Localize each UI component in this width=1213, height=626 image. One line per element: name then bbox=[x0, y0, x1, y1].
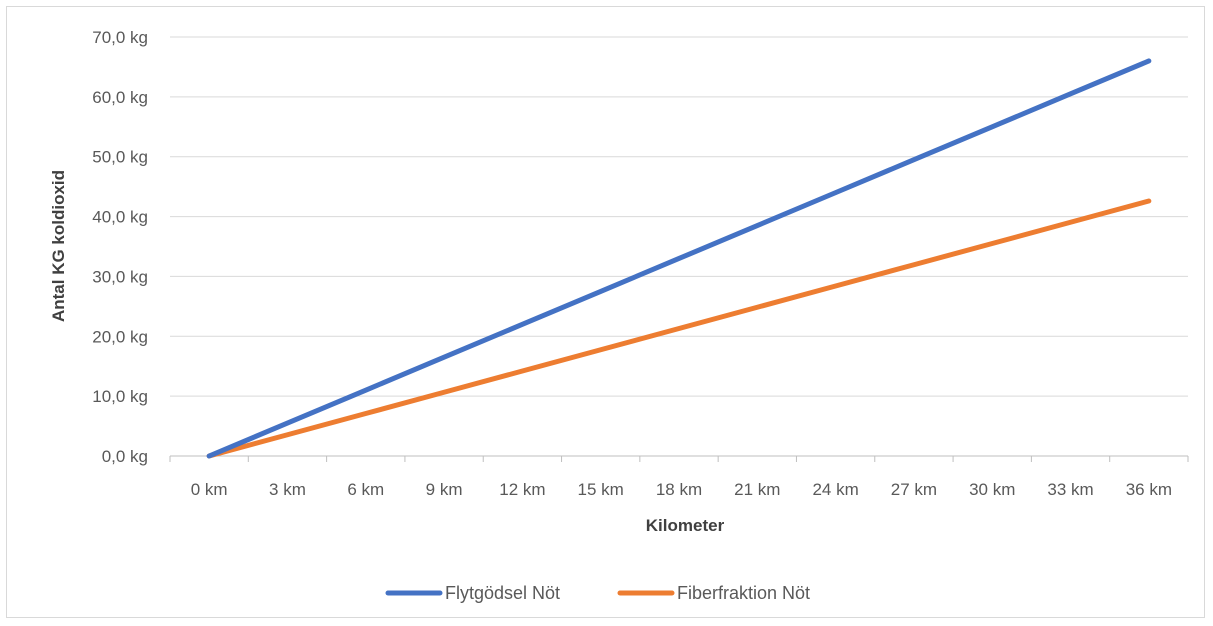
x-tick-label: 30 km bbox=[969, 480, 1015, 499]
y-tick-label: 60,0 kg bbox=[92, 88, 148, 107]
y-tick-label: 30,0 kg bbox=[92, 267, 148, 286]
legend-label: Fiberfraktion Nöt bbox=[677, 583, 810, 603]
y-axis-title: Antal KG koldioxid bbox=[49, 170, 68, 322]
y-tick-label: 10,0 kg bbox=[92, 387, 148, 406]
series-line bbox=[206, 58, 1152, 459]
x-axis-tick-labels: 0 km 3 km 6 km 9 km 12 km 15 km 18 km 21 km 24 k… bbox=[191, 480, 1172, 499]
x-tick-label: 18 km bbox=[656, 480, 702, 499]
x-tick-label: 15 km bbox=[578, 480, 624, 499]
y-tick-label: 50,0 kg bbox=[92, 148, 148, 167]
x-axis-title: Kilometer bbox=[646, 516, 725, 535]
y-axis-tick-labels: 0,0 kg 10,0 kg 20,0 kg 30,0 kg 40,0 kg 50,0 k… bbox=[92, 28, 148, 466]
series-line bbox=[206, 198, 1152, 459]
y-tick-label: 40,0 kg bbox=[92, 208, 148, 227]
x-tick-label: 0 km bbox=[191, 480, 228, 499]
y-tick-label: 70,0 kg bbox=[92, 28, 148, 47]
x-tick-label: 36 km bbox=[1126, 480, 1172, 499]
x-tick-label: 3 km bbox=[269, 480, 306, 499]
y-tick-label: 0,0 kg bbox=[102, 447, 148, 466]
x-tick-label: 6 km bbox=[347, 480, 384, 499]
x-axis bbox=[169, 455, 1189, 462]
chart-frame bbox=[6, 6, 1205, 618]
x-tick-label: 33 km bbox=[1047, 480, 1093, 499]
x-tick-label: 9 km bbox=[426, 480, 463, 499]
y-tick-label: 20,0 kg bbox=[92, 327, 148, 346]
legend-label: Flytgödsel Nöt bbox=[445, 583, 560, 603]
x-tick-label: 21 km bbox=[734, 480, 780, 499]
legend: Flytgödsel Nöt Fiberfraktion Nöt bbox=[385, 583, 810, 603]
x-tick-label: 27 km bbox=[891, 480, 937, 499]
x-tick-label: 12 km bbox=[499, 480, 545, 499]
x-tick-label: 24 km bbox=[812, 480, 858, 499]
gridlines bbox=[170, 36, 1188, 397]
series-lines bbox=[206, 58, 1152, 459]
